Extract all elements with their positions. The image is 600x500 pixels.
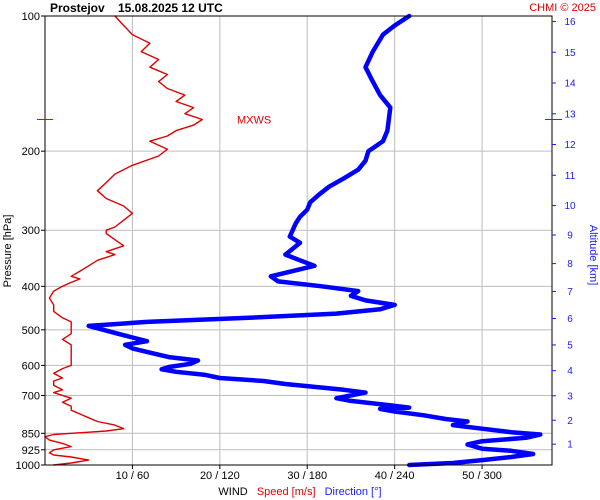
altitude-tick-label: 5	[567, 340, 573, 351]
wind-tick-label: 40 / 240	[375, 470, 415, 482]
pressure-tick-label: 400	[22, 281, 40, 293]
altitude-tick-label: 16	[564, 17, 576, 28]
x-axis-label: WIND Speed [m/s] Direction [°]	[218, 486, 381, 498]
altitude-tick-label: 4	[567, 366, 573, 377]
wind-tick-label: 30 / 180	[287, 470, 327, 482]
pressure-tick-label: 700	[22, 390, 40, 402]
wind-tick-label: 50 / 300	[462, 470, 502, 482]
plot-frame	[44, 15, 553, 466]
altitude-tick-label: 3	[567, 391, 573, 402]
mxws-label: MXWS	[237, 114, 271, 126]
pressure-tick-label: 500	[22, 325, 40, 337]
altitude-tick-label: 8	[567, 259, 573, 270]
altitude-tick-label: 2	[567, 416, 573, 427]
x-axis-label-speed: Speed [m/s]	[257, 486, 316, 498]
altitude-tick-label: 12	[564, 140, 576, 151]
direction-series-line	[86, 13, 543, 468]
series-layer	[44, 13, 543, 468]
x-axis-label-prefix: WIND	[218, 486, 247, 498]
pressure-tick-label: 200	[22, 146, 40, 158]
pressure-tick-label: 300	[22, 225, 40, 237]
x-axis-label-direction: Direction [°]	[325, 486, 382, 498]
pressure-tick-label: 850	[22, 428, 40, 440]
altitude-tick-label: 6	[567, 314, 573, 325]
y-axis-label: Pressure [hPa]	[2, 215, 14, 288]
chart-title-station: Prostejov	[50, 1, 105, 15]
grid-layer	[45, 16, 552, 465]
pressure-tick-label: 925	[22, 445, 40, 457]
altitude-tick-label: 1	[567, 440, 573, 451]
pressure-tick-label: 600	[22, 360, 40, 372]
pressure-tick-label: 100	[22, 11, 40, 23]
altitude-tick-label: 14	[564, 79, 576, 90]
y2-axis-label: Altitude [km]	[587, 225, 599, 286]
wind-tick-label: 20 / 120	[200, 470, 240, 482]
altitude-tick-label: 7	[567, 287, 573, 298]
chart-title-datetime: 15.08.2025 12 UTC	[118, 1, 223, 15]
altitude-tick-label: 13	[564, 109, 576, 120]
pressure-tick-label: 1000	[16, 460, 40, 472]
speed-series-line	[44, 15, 204, 466]
altitude-tick-label: 11	[565, 171, 576, 182]
altitude-tick-label: 9	[567, 230, 573, 241]
wind-tick-label: 10 / 60	[116, 470, 150, 482]
credit-label: CHMI © 2025	[529, 2, 596, 14]
altitude-tick-label: 10	[564, 201, 576, 212]
altitude-tick-label: 15	[564, 48, 576, 59]
